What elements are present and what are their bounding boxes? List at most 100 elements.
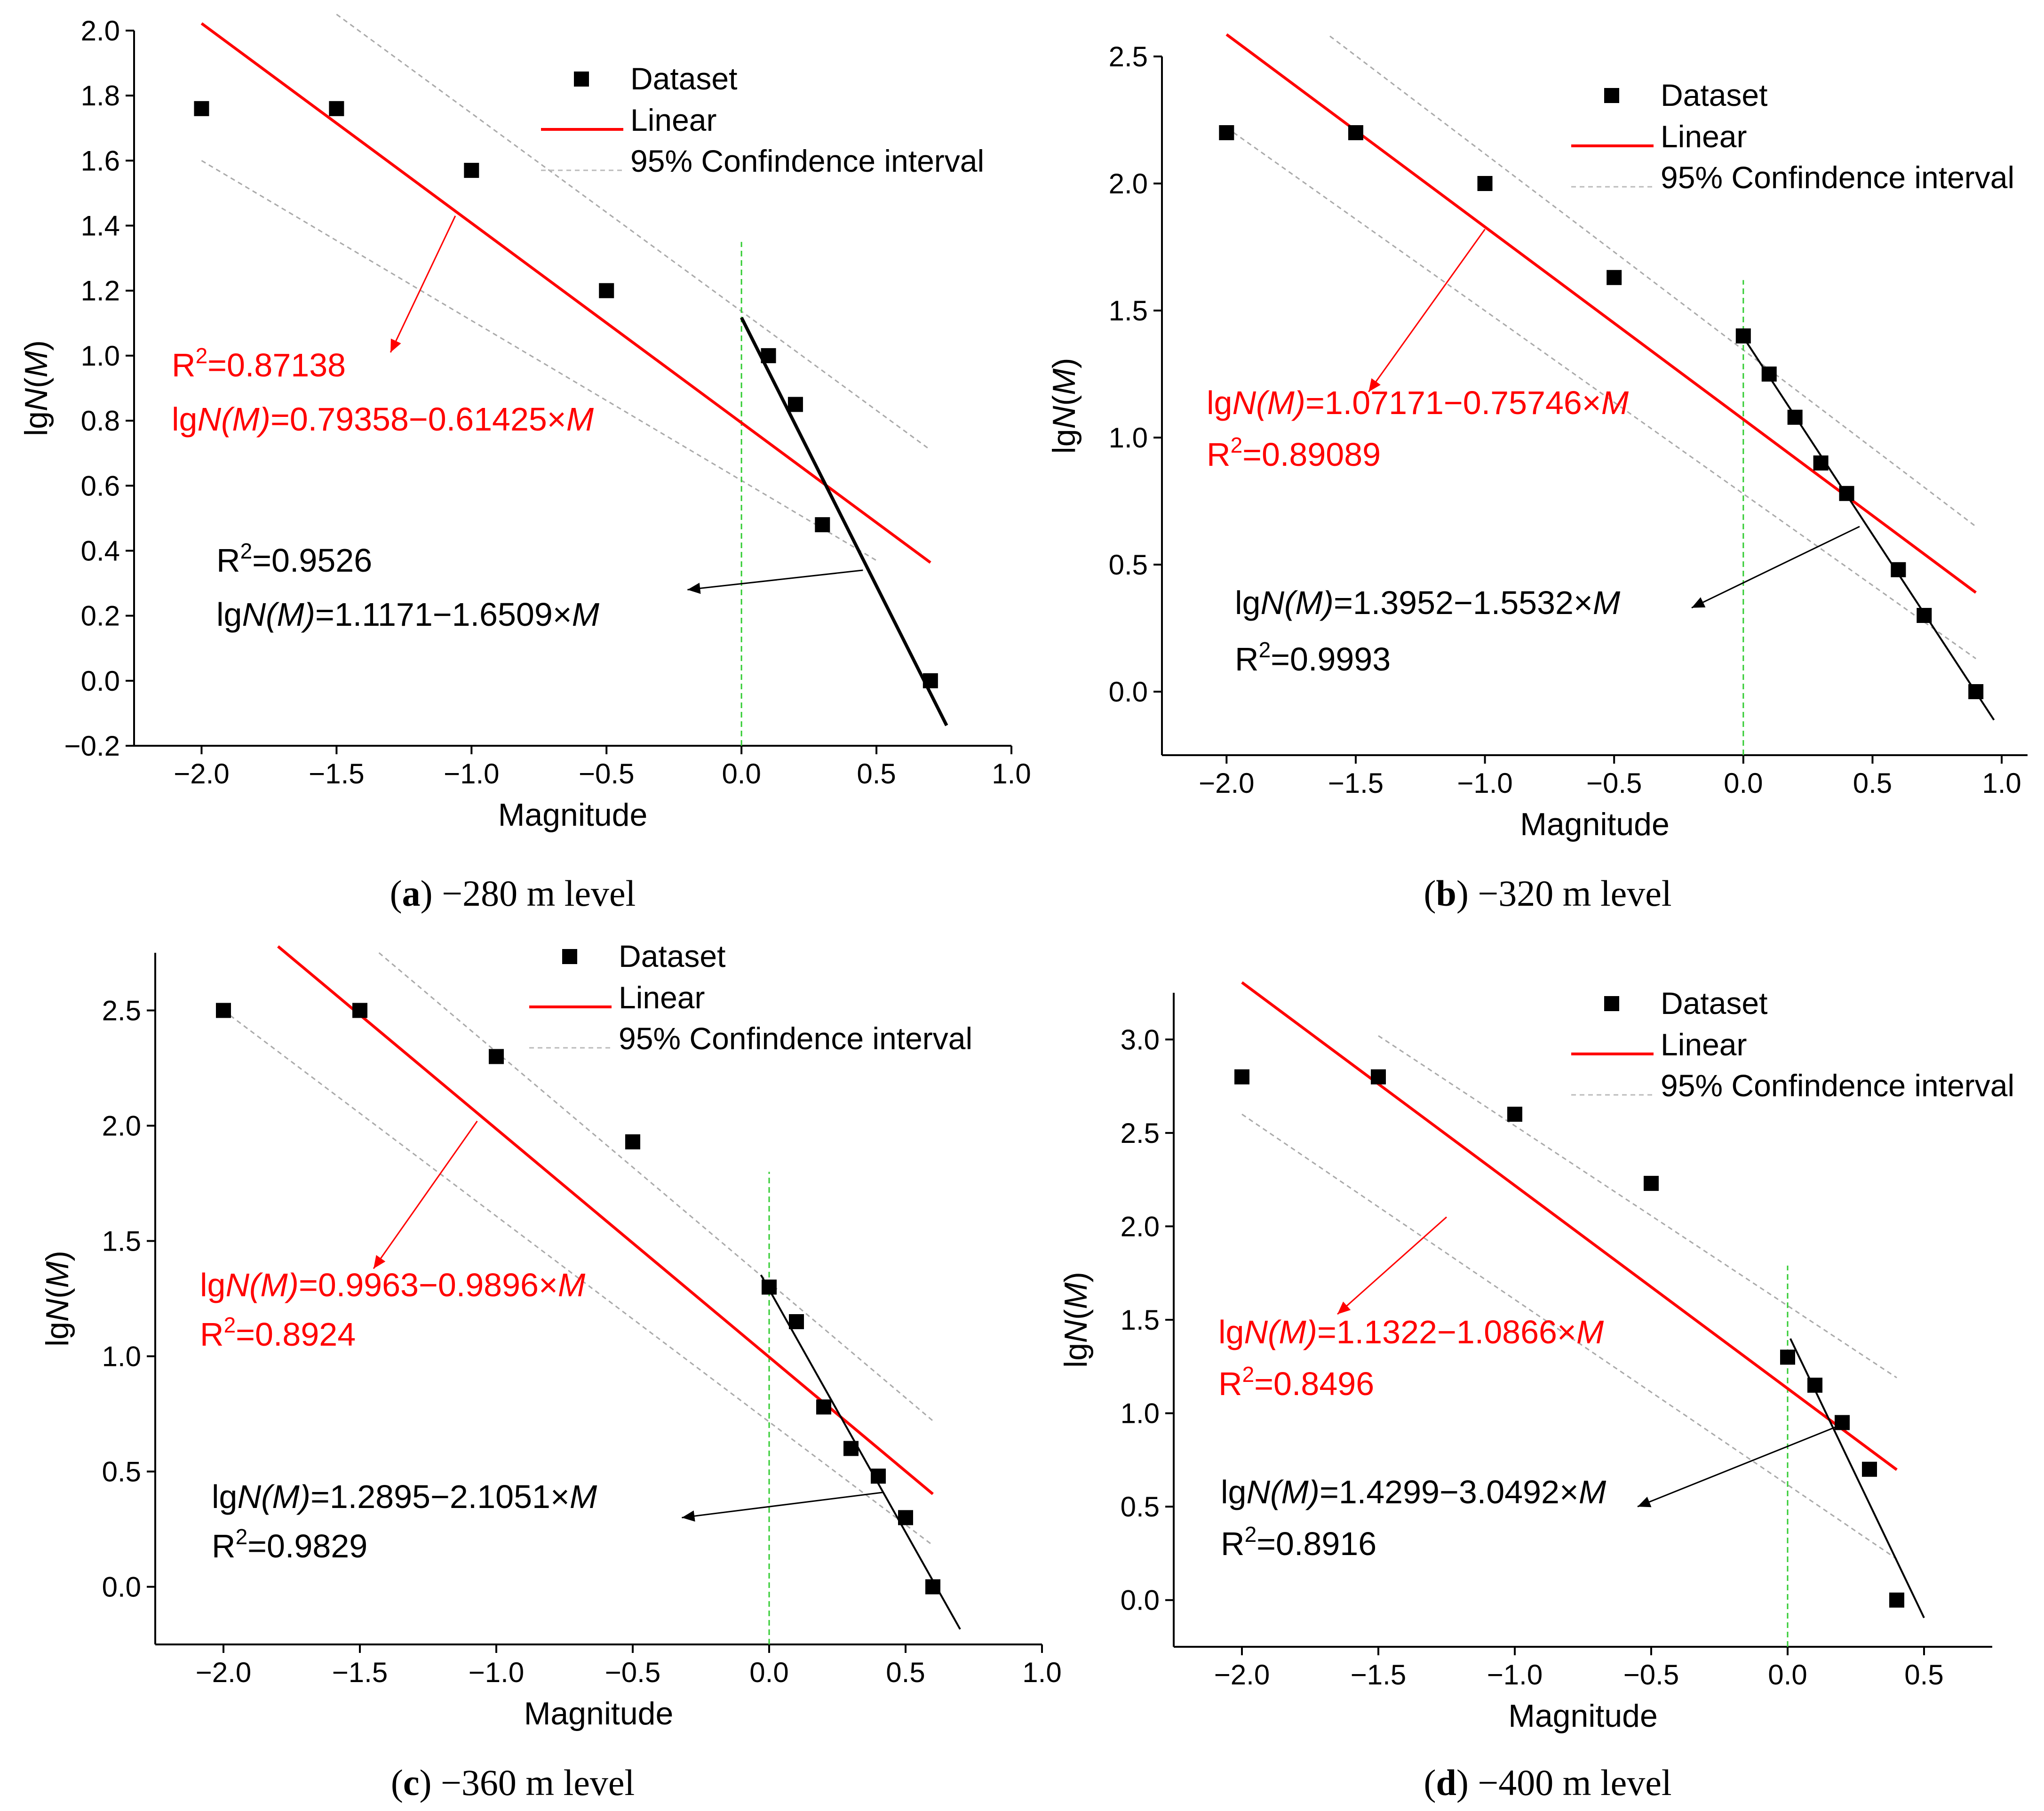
legend: Dataset Linear 95% Confindence interval (541, 61, 984, 178)
x-tick-label: 1.0 (1982, 767, 2021, 799)
red-annotation-arrow (1337, 1216, 1447, 1315)
data-point (625, 1134, 640, 1149)
local-fit-equation: lgN(M)=1.2895−2.1051×M (212, 1478, 597, 1515)
linear-fit-r2: R2=0.89089 (1207, 433, 1381, 473)
black-annotation-arrow (682, 1492, 884, 1522)
linear-fit-line (1241, 981, 1898, 1471)
panel-caption: (a) −280 m level (390, 873, 636, 914)
data-point (1917, 608, 1932, 623)
x-tick-label: −1.0 (1487, 1659, 1543, 1691)
ci-upper-line (336, 14, 931, 451)
panel-caption: (b) −320 m level (1424, 873, 1671, 914)
x-tick-label: −1.5 (1351, 1659, 1406, 1691)
chart-panel-a: −2.0 −1.5 −1.0 −0.5 0.0 0.5 1.0 −0.2 0.0 0.2 0.4 0.… (18, 14, 1031, 914)
legend-dataset-marker (574, 72, 589, 87)
y-tick-label: −0.2 (64, 730, 120, 762)
red-annotation-arrow (1368, 229, 1486, 392)
chart-panel-c: −2.0 −1.5 −1.0 −0.5 0.0 0.5 1.0 0.0 0.5 1.0 1.5 2.0… (40, 939, 1062, 1803)
y-axis-label: lgN(M) (18, 340, 54, 436)
y-tick-label: 1.0 (81, 340, 120, 372)
legend-linear-label: Linear (630, 103, 716, 137)
y-tick-label: 1.2 (81, 275, 120, 307)
y-tick-label: 0.0 (81, 665, 120, 697)
y-tick-label: 3.0 (1121, 1024, 1160, 1055)
legend-linear-label: Linear (619, 980, 705, 1015)
linear-fit-line (200, 22, 931, 564)
linear-fit-equation: lgN(M)=1.1322−1.0866×M (1218, 1314, 1604, 1350)
x-axis-label: Magnitude (498, 797, 648, 833)
x-tick-label: −2.0 (196, 1657, 251, 1688)
x-tick-label: 1.0 (992, 758, 1031, 790)
data-point (762, 1279, 777, 1295)
y-tick-label: 2.0 (1109, 168, 1148, 199)
legend-dataset-label: Dataset (630, 61, 737, 96)
data-point (1891, 562, 1906, 577)
y-tick-label: 0.4 (81, 535, 120, 566)
panel-caption: (d) −400 m level (1424, 1762, 1671, 1803)
data-point (1644, 1176, 1659, 1191)
y-tick-label: 1.0 (1121, 1398, 1160, 1429)
x-tick-label: 0.0 (1724, 767, 1763, 799)
x-axis-label: Magnitude (1508, 1698, 1658, 1734)
data-point (1761, 367, 1777, 382)
legend-dataset-label: Dataset (1661, 986, 1767, 1021)
x-tick-label: −0.5 (1586, 767, 1642, 799)
data-point (1348, 125, 1363, 140)
legend: Dataset Linear 95% Confindence interval (529, 939, 972, 1056)
legend-dataset-label: Dataset (619, 939, 725, 973)
local-fit-line (760, 1274, 961, 1630)
data-point (789, 1314, 804, 1329)
y-tick-label: 2.0 (81, 15, 120, 47)
x-tick-label: 0.5 (1853, 767, 1892, 799)
legend-ci-label: 95% Confindence interval (1661, 1068, 2014, 1103)
data-point (1607, 270, 1622, 285)
data-point (1219, 125, 1234, 140)
data-point (816, 1399, 831, 1415)
legend-dataset-marker (562, 949, 577, 964)
ci-lower-line (201, 160, 877, 561)
y-axis-label: lgN(M) (40, 1251, 75, 1347)
y-tick-label: 1.8 (81, 80, 120, 112)
panel-caption: (c) −360 m level (391, 1762, 635, 1803)
y-tick-label: 2.0 (1121, 1211, 1160, 1242)
y-tick-label: 2.5 (1121, 1117, 1160, 1149)
data-point (1835, 1415, 1850, 1430)
local-fit-r2: R2=0.8916 (1221, 1522, 1376, 1562)
x-tick-label: −1.0 (444, 758, 499, 790)
y-tick-label: 1.5 (102, 1226, 141, 1257)
y-tick-label: 0.6 (81, 470, 120, 502)
y-axis-label: lgN(M) (1058, 1272, 1094, 1368)
chart-panel-d: −2.0 −1.5 −1.0 −0.5 0.0 0.5 0.0 0.5 1.0 1.5 2.0 2.5… (1058, 981, 2014, 1803)
y-tick-label: 1.0 (102, 1341, 141, 1372)
x-tick-label: −0.5 (579, 758, 634, 790)
data-point (1735, 328, 1751, 343)
data-point (1968, 684, 1984, 699)
data-point (787, 397, 803, 412)
linear-fit-line (1225, 33, 1977, 594)
local-fit-r2: R2=0.9829 (212, 1524, 367, 1564)
y-tick-label: 0.2 (81, 600, 120, 632)
x-tick-label: −2.0 (1199, 767, 1254, 799)
black-annotation-arrow (1691, 526, 1860, 609)
legend-dataset-marker (1604, 996, 1619, 1011)
linear-fit-r2: R2=0.8496 (1218, 1362, 1374, 1402)
x-tick-label: −1.5 (309, 758, 364, 790)
y-tick-label: 2.5 (1109, 41, 1148, 72)
local-fit-line (740, 317, 948, 726)
y-tick-label: 2.5 (102, 995, 141, 1027)
black-annotation-arrow (1637, 1424, 1843, 1508)
chart-panel-b: −2.0 −1.5 −1.0 −0.5 0.0 0.5 1.0 0.0 0.5 1.0 1.5 2.0… (1046, 33, 2028, 914)
data-point (1507, 1107, 1522, 1122)
data-point (925, 1579, 940, 1595)
x-tick-label: 0.5 (1904, 1659, 1943, 1691)
data-point (843, 1441, 859, 1456)
local-fit-line (1742, 336, 1995, 721)
x-tick-label: −2.0 (174, 758, 229, 790)
legend-dataset-marker (1604, 88, 1619, 103)
data-point (489, 1049, 504, 1064)
local-fit-equation: lgN(M)=1.4299−3.0492×M (1221, 1474, 1607, 1510)
local-fit-r2: R2=0.9526 (216, 539, 372, 579)
local-fit-equation: lgN(M)=1.3952−1.5532×M (1235, 584, 1621, 621)
x-tick-label: −0.5 (605, 1657, 660, 1688)
